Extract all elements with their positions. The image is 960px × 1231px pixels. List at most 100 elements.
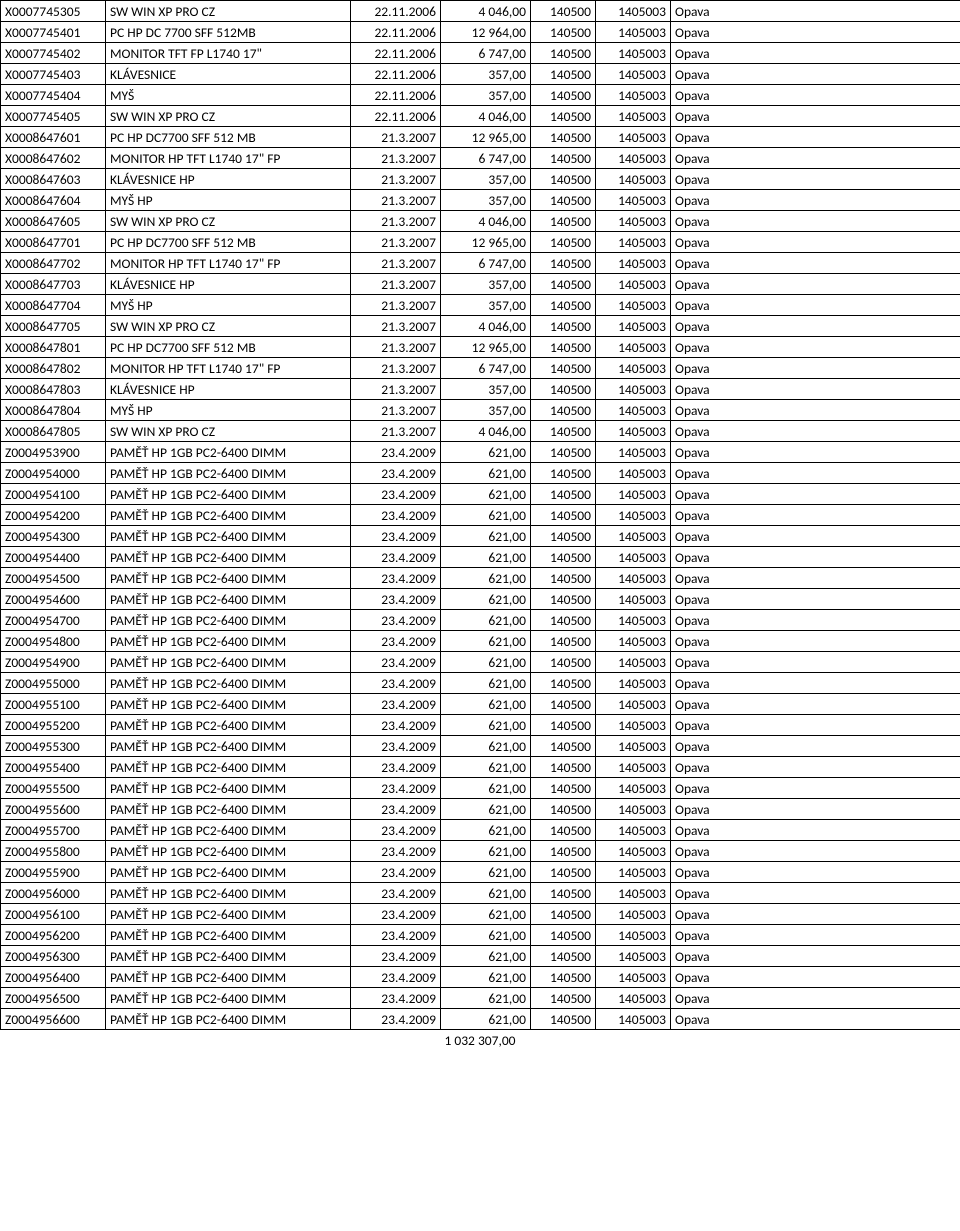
cell-desc: KLÁVESNICE HP (106, 169, 351, 190)
cell-code1: 140500 (531, 295, 596, 316)
cell-code1: 140500 (531, 274, 596, 295)
table-row: Z0004956000PAMĚŤ HP 1GB PC2-6400 DIMM23.… (1, 883, 960, 904)
cell-desc: SW WIN XP PRO CZ (106, 106, 351, 127)
cell-desc: PC HP DC 7700 SFF 512MB (106, 22, 351, 43)
cell-location: Opava (671, 442, 960, 463)
cell-location: Opava (671, 295, 960, 316)
cell-code1: 140500 (531, 946, 596, 967)
cell-desc: PAMĚŤ HP 1GB PC2-6400 DIMM (106, 862, 351, 883)
cell-date: 21.3.2007 (351, 400, 441, 421)
cell-code2: 1405003 (596, 589, 671, 610)
cell-code2: 1405003 (596, 253, 671, 274)
cell-location: Opava (671, 841, 960, 862)
cell-date: 23.4.2009 (351, 673, 441, 694)
cell-code1: 140500 (531, 736, 596, 757)
cell-amount: 621,00 (441, 778, 531, 799)
table-row: Z0004955900PAMĚŤ HP 1GB PC2-6400 DIMM23.… (1, 862, 960, 883)
cell-date: 23.4.2009 (351, 589, 441, 610)
cell-desc: MYŠ HP (106, 295, 351, 316)
cell-amount: 621,00 (441, 904, 531, 925)
cell-date: 23.4.2009 (351, 1009, 441, 1030)
cell-amount: 12 965,00 (441, 127, 531, 148)
cell-code1: 140500 (531, 253, 596, 274)
cell-amount: 621,00 (441, 736, 531, 757)
cell-date: 22.11.2006 (351, 22, 441, 43)
cell-code2: 1405003 (596, 715, 671, 736)
cell-code2: 1405003 (596, 85, 671, 106)
cell-id: X0008647805 (1, 421, 106, 442)
cell-id: X0008647605 (1, 211, 106, 232)
table-row: Z0004954400PAMĚŤ HP 1GB PC2-6400 DIMM23.… (1, 547, 960, 568)
cell-id: Z0004955700 (1, 820, 106, 841)
cell-id: X0008647702 (1, 253, 106, 274)
cell-id: Z0004954800 (1, 631, 106, 652)
cell-id: Z0004954100 (1, 484, 106, 505)
cell-date: 23.4.2009 (351, 484, 441, 505)
cell-date: 23.4.2009 (351, 862, 441, 883)
table-row: X0007745402MONITOR TFT FP L1740 17"22.11… (1, 43, 960, 64)
cell-code1: 140500 (531, 148, 596, 169)
cell-id: Z0004954300 (1, 526, 106, 547)
cell-desc: PAMĚŤ HP 1GB PC2-6400 DIMM (106, 568, 351, 589)
cell-code2: 1405003 (596, 379, 671, 400)
cell-code1: 140500 (531, 127, 596, 148)
cell-id: Z0004954900 (1, 652, 106, 673)
cell-code2: 1405003 (596, 778, 671, 799)
cell-id: Z0004955800 (1, 841, 106, 862)
cell-id: Z0004955400 (1, 757, 106, 778)
cell-amount: 357,00 (441, 295, 531, 316)
cell-id: Z0004954400 (1, 547, 106, 568)
cell-desc: PAMĚŤ HP 1GB PC2-6400 DIMM (106, 1009, 351, 1030)
cell-code1: 140500 (531, 694, 596, 715)
cell-location: Opava (671, 883, 960, 904)
cell-code2: 1405003 (596, 946, 671, 967)
cell-desc: PAMĚŤ HP 1GB PC2-6400 DIMM (106, 820, 351, 841)
cell-code2: 1405003 (596, 526, 671, 547)
cell-location: Opava (671, 169, 960, 190)
cell-location: Opava (671, 379, 960, 400)
cell-code1: 140500 (531, 568, 596, 589)
table-row: Z0004955400PAMĚŤ HP 1GB PC2-6400 DIMM23.… (1, 757, 960, 778)
cell-id: Z0004955600 (1, 799, 106, 820)
cell-id: Z0004955100 (1, 694, 106, 715)
cell-desc: PAMĚŤ HP 1GB PC2-6400 DIMM (106, 652, 351, 673)
cell-code2: 1405003 (596, 547, 671, 568)
cell-code1: 140500 (531, 778, 596, 799)
cell-code2: 1405003 (596, 274, 671, 295)
table-row: X0008647605SW WIN XP PRO CZ21.3.20074 04… (1, 211, 960, 232)
cell-date: 21.3.2007 (351, 421, 441, 442)
table-row: X0008647802MONITOR HP TFT L1740 17" FP21… (1, 358, 960, 379)
cell-date: 21.3.2007 (351, 274, 441, 295)
cell-code1: 140500 (531, 988, 596, 1009)
cell-date: 23.4.2009 (351, 778, 441, 799)
cell-desc: KLÁVESNICE HP (106, 379, 351, 400)
cell-date: 23.4.2009 (351, 736, 441, 757)
cell-date: 22.11.2006 (351, 85, 441, 106)
cell-location: Opava (671, 778, 960, 799)
cell-code1: 140500 (531, 841, 596, 862)
table-row: Z0004956400PAMĚŤ HP 1GB PC2-6400 DIMM23.… (1, 967, 960, 988)
table-row: X0007745403KLÁVESNICE22.11.2006357,00140… (1, 64, 960, 85)
cell-id: X0008647601 (1, 127, 106, 148)
cell-id: X0008647602 (1, 148, 106, 169)
table-row: X0008647703KLÁVESNICE HP21.3.2007357,001… (1, 274, 960, 295)
cell-location: Opava (671, 631, 960, 652)
cell-code2: 1405003 (596, 967, 671, 988)
cell-amount: 621,00 (441, 484, 531, 505)
cell-location: Opava (671, 64, 960, 85)
cell-code1: 140500 (531, 22, 596, 43)
cell-desc: PAMĚŤ HP 1GB PC2-6400 DIMM (106, 925, 351, 946)
cell-code2: 1405003 (596, 1, 671, 22)
cell-desc: PAMĚŤ HP 1GB PC2-6400 DIMM (106, 841, 351, 862)
cell-id: Z0004956200 (1, 925, 106, 946)
table-row: X0007745405SW WIN XP PRO CZ22.11.20064 0… (1, 106, 960, 127)
cell-code1: 140500 (531, 883, 596, 904)
cell-code2: 1405003 (596, 673, 671, 694)
cell-code2: 1405003 (596, 169, 671, 190)
cell-desc: MYŠ (106, 85, 351, 106)
table-row: Z0004956500PAMĚŤ HP 1GB PC2-6400 DIMM23.… (1, 988, 960, 1009)
cell-desc: KLÁVESNICE (106, 64, 351, 85)
cell-id: Z0004956600 (1, 1009, 106, 1030)
cell-code1: 140500 (531, 85, 596, 106)
cell-location: Opava (671, 22, 960, 43)
